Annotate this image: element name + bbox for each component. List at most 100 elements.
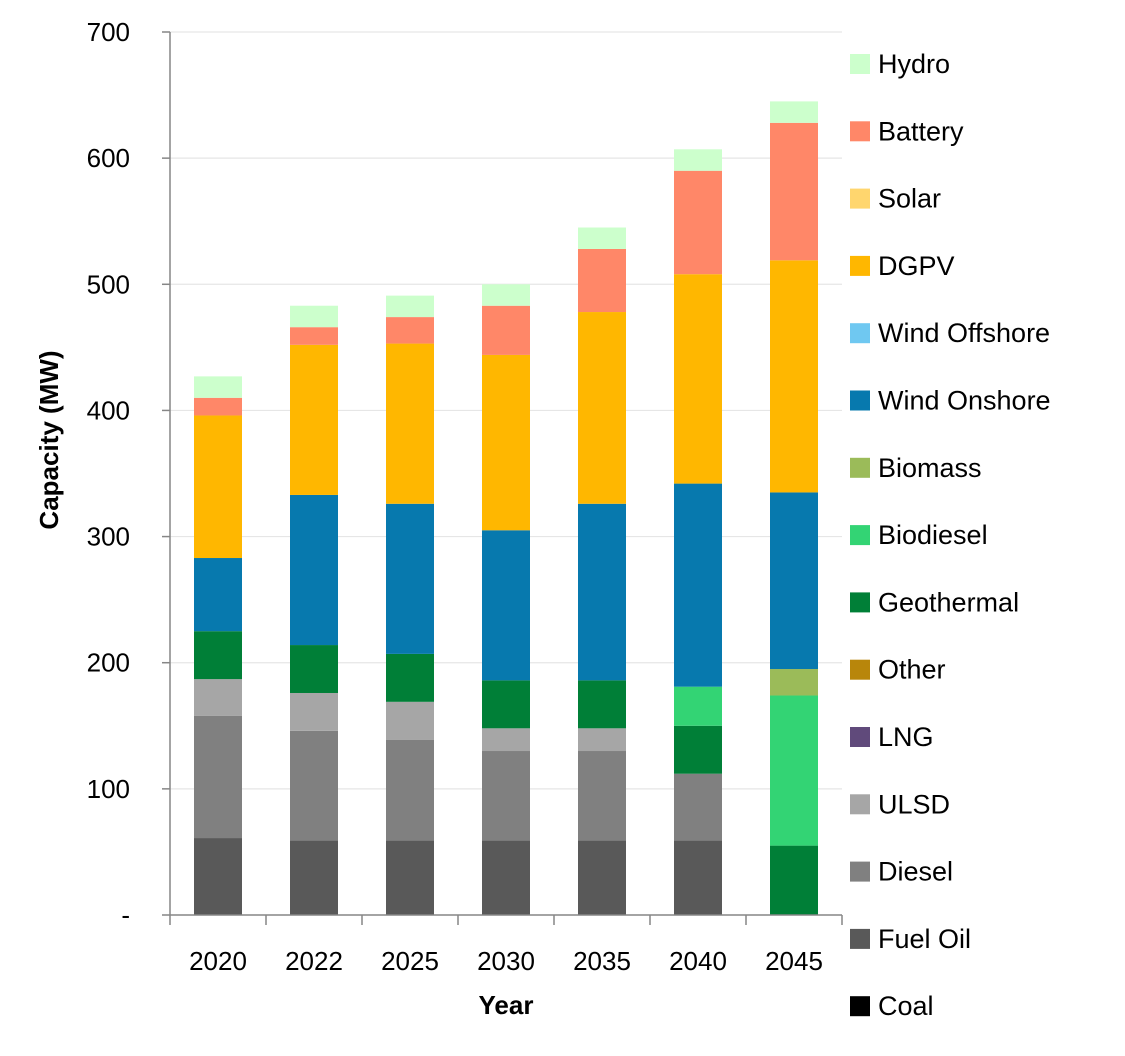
bar-segment-dgpv xyxy=(386,343,434,504)
bar-segment-fuel-oil xyxy=(290,840,338,915)
y-tick-labels: - 100 200 300 400 500 600 700 xyxy=(87,17,130,930)
legend-label: Battery xyxy=(878,116,964,146)
legend-label: Wind Onshore xyxy=(878,386,1051,416)
legend: Hydro Battery Solar DGPV Wind Offshore Wind O… xyxy=(850,49,1051,1021)
bar-segment-battery xyxy=(674,170,722,275)
legend-label: Coal xyxy=(878,991,934,1021)
bar-segment-hydro xyxy=(290,305,338,328)
legend-label: Wind Offshore xyxy=(878,318,1050,348)
y-tick-label: 700 xyxy=(87,17,130,47)
x-tick-label: 2045 xyxy=(765,946,823,976)
y-tick-label: 600 xyxy=(87,143,130,173)
bar-segment-hydro xyxy=(194,376,242,398)
bar-segment-diesel xyxy=(578,751,626,841)
bar-segment-geothermal xyxy=(578,680,626,729)
legend-swatch xyxy=(850,121,870,142)
axes xyxy=(162,31,843,925)
x-tick-label: 2040 xyxy=(669,946,727,976)
bar-segment-geothermal xyxy=(482,680,530,729)
bar-segment-ulsd xyxy=(386,701,434,740)
legend-swatch xyxy=(850,457,870,478)
bar-segment-geothermal xyxy=(194,631,242,680)
y-axis-title: Capacity (MW) xyxy=(34,350,64,529)
y-tick-label: - xyxy=(121,900,130,930)
bar-segment-wind-onshore xyxy=(386,503,434,654)
legend-label: Biodiesel xyxy=(878,520,988,550)
bar-segment-dgpv xyxy=(770,260,818,493)
x-tick-label: 2030 xyxy=(477,946,535,976)
legend-swatch xyxy=(850,794,870,815)
bar-segment-ulsd xyxy=(578,728,626,752)
bar-segment-battery xyxy=(770,122,818,261)
bar-segment-biodiesel xyxy=(674,686,722,726)
bar-segment-wind-onshore xyxy=(482,530,530,681)
y-tick-label: 500 xyxy=(87,269,130,299)
legend-label: Geothermal xyxy=(878,587,1019,617)
legend-swatch xyxy=(850,255,870,276)
bar-segment-hydro xyxy=(578,227,626,249)
bar-segment-battery xyxy=(290,327,338,345)
x-tick-label: 2035 xyxy=(573,946,631,976)
bar-segment-geothermal xyxy=(386,653,434,702)
legend-swatch xyxy=(850,323,870,344)
bar-segment-battery xyxy=(578,248,626,313)
bar-segment-battery xyxy=(482,305,530,355)
bar-segment-biomass xyxy=(770,669,818,696)
bar-segment-wind-onshore xyxy=(290,494,338,646)
bar-segment-geothermal xyxy=(290,645,338,693)
y-tick-label: 300 xyxy=(87,522,130,552)
bar-segment-dgpv xyxy=(674,274,722,484)
legend-swatch xyxy=(850,390,870,411)
bar-segment-wind-onshore xyxy=(674,483,722,687)
x-tick-label: 2025 xyxy=(381,946,439,976)
bar-segment-diesel xyxy=(482,751,530,841)
bars xyxy=(194,101,818,915)
bar-segment-dgpv xyxy=(194,415,242,559)
bar-segment-diesel xyxy=(386,739,434,841)
bar-segment-ulsd xyxy=(194,679,242,716)
bar-segment-diesel xyxy=(194,715,242,839)
bar-segment-fuel-oil xyxy=(194,838,242,915)
legend-swatch xyxy=(850,54,870,74)
x-axis-title: Year xyxy=(479,990,534,1020)
bar-segment-dgpv xyxy=(482,354,530,531)
bar-segment-dgpv xyxy=(578,312,626,504)
bar-segment-wind-onshore xyxy=(194,558,242,632)
y-tick-label: 400 xyxy=(87,395,130,425)
legend-label: ULSD xyxy=(878,789,950,819)
legend-swatch xyxy=(850,996,870,1017)
bar-segment-hydro xyxy=(482,284,530,306)
legend-swatch xyxy=(850,928,870,949)
legend-label: DGPV xyxy=(878,251,955,281)
bar-segment-ulsd xyxy=(290,692,338,731)
bar-segment-diesel xyxy=(674,773,722,841)
legend-label: Biomass xyxy=(878,453,982,483)
bar-segment-geothermal xyxy=(770,845,818,915)
bar-segment-geothermal xyxy=(674,725,722,774)
bar-segment-hydro xyxy=(770,101,818,123)
bar-segment-hydro xyxy=(674,149,722,171)
bar-segment-battery xyxy=(386,317,434,344)
legend-label: Diesel xyxy=(878,857,953,887)
bar-segment-diesel xyxy=(290,730,338,841)
bar-segment-fuel-oil xyxy=(386,840,434,915)
y-tick-label: 200 xyxy=(87,648,130,678)
legend-label: Other xyxy=(878,655,946,685)
bar-segment-hydro xyxy=(386,295,434,318)
bar-segment-fuel-oil xyxy=(674,840,722,915)
legend-label: LNG xyxy=(878,722,934,752)
legend-label: Hydro xyxy=(878,49,950,79)
bar-segment-fuel-oil xyxy=(578,840,626,915)
bar-segment-dgpv xyxy=(290,344,338,495)
x-tick-labels: 2020 2022 2025 2030 2035 2040 2045 xyxy=(189,946,823,976)
legend-swatch xyxy=(850,592,870,613)
legend-swatch xyxy=(850,861,870,882)
x-tick-label: 2020 xyxy=(189,946,247,976)
legend-label: Fuel Oil xyxy=(878,924,971,954)
legend-swatch xyxy=(850,525,870,546)
bar-segment-ulsd xyxy=(482,728,530,752)
bar-segment-wind-onshore xyxy=(578,503,626,681)
legend-swatch xyxy=(850,727,870,747)
